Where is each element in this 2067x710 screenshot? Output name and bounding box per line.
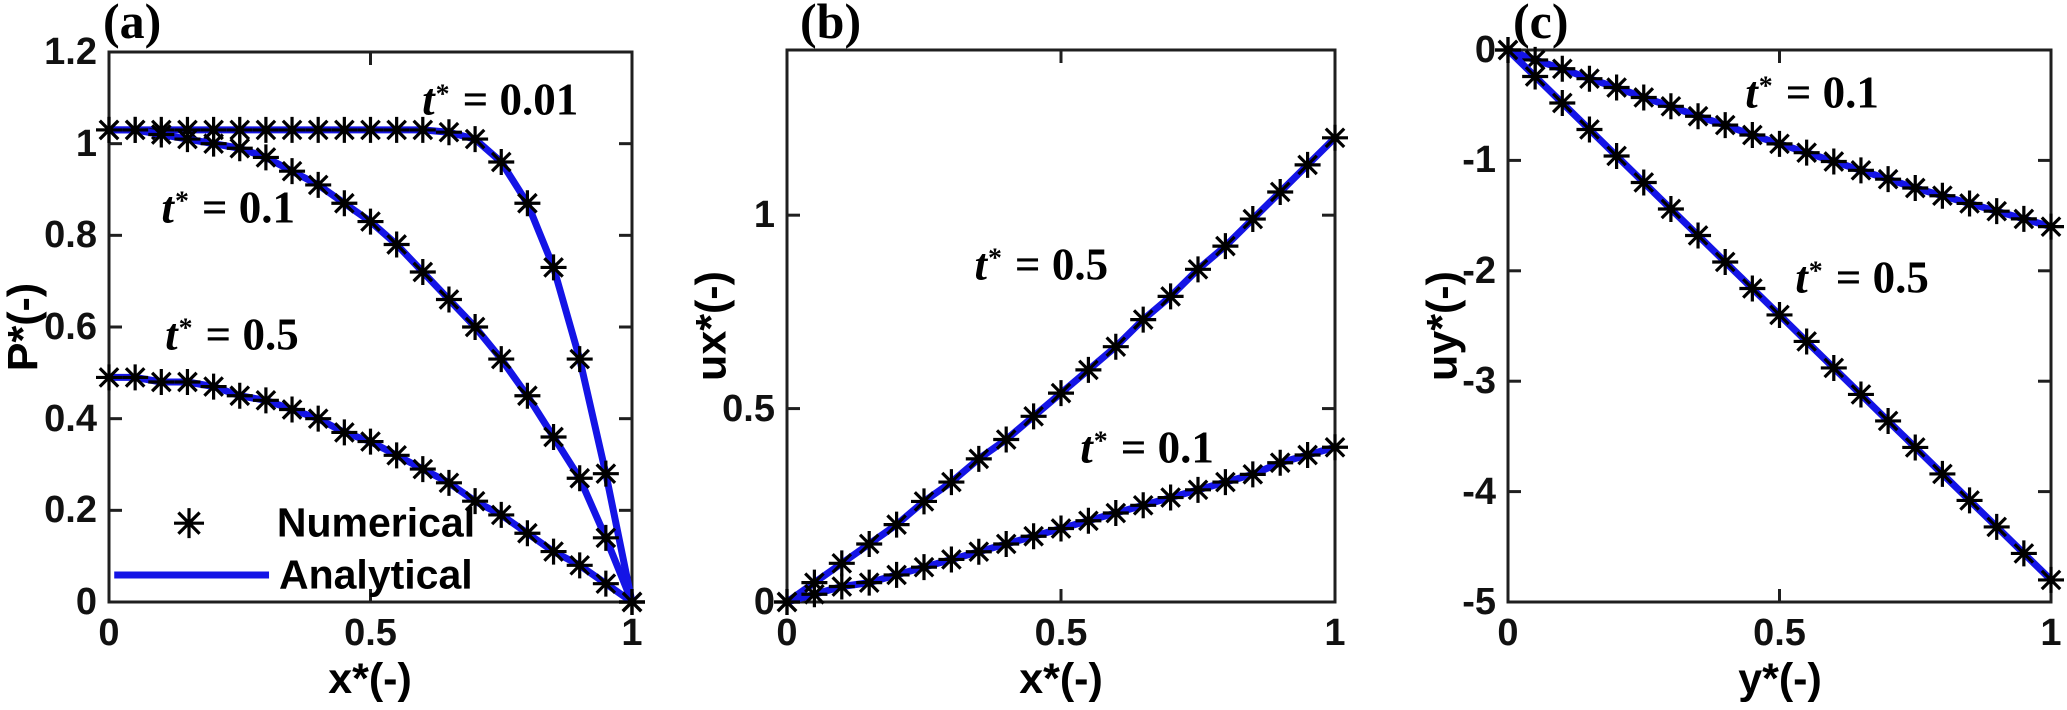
y-tick-label: 0.5 <box>722 387 775 430</box>
y-tick-label: 0.4 <box>44 397 97 440</box>
curve-annotation: t* = 0.1 <box>161 182 296 233</box>
x-tick-label: 0 <box>776 612 798 654</box>
y-axis-label-b: ux*(-) <box>687 271 736 381</box>
x-tick-label: 1 <box>1324 612 1346 654</box>
legend-label-numerical: Numerical <box>276 499 476 546</box>
x-axis-label-b: x*(-) <box>1019 655 1103 703</box>
x-axis-label-c: y*(-) <box>1738 655 1822 703</box>
y-axis-label-c: uy*(-) <box>1418 271 1467 381</box>
y-tick-label: -5 <box>1462 581 1496 623</box>
panel-label-c: (c) <box>1513 0 1569 49</box>
y-tick-label: 0.8 <box>44 214 97 257</box>
y-tick-label: -2 <box>1462 249 1496 292</box>
curve-annotation: t* = 0.5 <box>165 309 299 360</box>
legend-label-analytical: Analytical <box>278 551 473 598</box>
y-tick-label: -1 <box>1462 139 1496 182</box>
curve-annotation: t* = 0.01 <box>422 74 579 125</box>
y-tick-label: 1 <box>75 122 97 165</box>
curve-annotation: t* = 0.1 <box>1080 422 1214 473</box>
y-tick-label: 1 <box>753 194 775 237</box>
curve-annotation: t* = 0.1 <box>1745 67 1879 118</box>
x-tick-label: 0.5 <box>1753 612 1806 654</box>
panel-label-b: (b) <box>800 0 862 49</box>
panel-a-plot-area <box>96 50 645 615</box>
x-tick-label: 1 <box>2040 612 2062 654</box>
x-axis-label-a: x*(-) <box>328 655 412 703</box>
y-tick-label: -4 <box>1462 470 1496 513</box>
y-tick-label: 0.2 <box>44 489 97 532</box>
y-tick-label: -3 <box>1462 360 1496 403</box>
y-tick-label: 0.6 <box>44 306 97 348</box>
x-tick-label: 1 <box>621 612 643 654</box>
panel-label-a: (a) <box>103 0 162 49</box>
x-tick-label: 0 <box>1497 612 1519 654</box>
curve-annotation: t* = 0.5 <box>974 239 1109 290</box>
y-tick-label: 1.2 <box>44 31 97 73</box>
x-tick-label: 0.5 <box>344 612 397 654</box>
y-tick-label: 0 <box>1474 29 1496 71</box>
y-axis-label-a: P*(-) <box>0 282 48 372</box>
x-tick-label: 0.5 <box>1034 612 1088 654</box>
y-tick-label: 0 <box>75 581 97 623</box>
curve-annotation: t* = 0.5 <box>1795 252 1929 303</box>
panel-b-plot-area <box>774 48 1348 615</box>
y-tick-label: 0 <box>753 581 775 623</box>
x-tick-label: 0 <box>98 612 120 654</box>
panel-c-plot-area <box>1495 37 2064 604</box>
